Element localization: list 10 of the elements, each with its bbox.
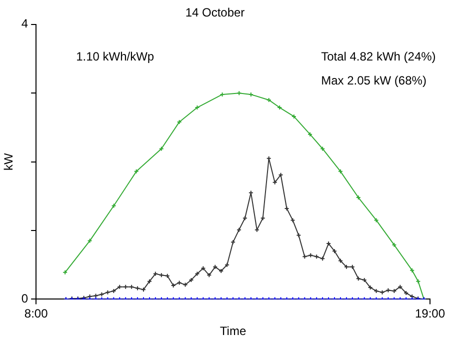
annotation: 1.10 kWh/kWp xyxy=(76,50,154,64)
x-axis-title: Time xyxy=(220,324,246,338)
y-tick-label: 4 xyxy=(21,16,28,31)
y-axis-title: kW xyxy=(2,152,16,170)
y-tick-label: 0 xyxy=(21,292,28,306)
annotation: Max 2.05 kW (68%) xyxy=(321,74,426,88)
x-tick-label: 19:00 xyxy=(414,306,446,321)
chart-title: 14 October xyxy=(185,6,245,20)
annotation: Total 4.82 kWh (24%) xyxy=(321,50,436,64)
x-tick-label: 8:00 xyxy=(24,306,48,321)
